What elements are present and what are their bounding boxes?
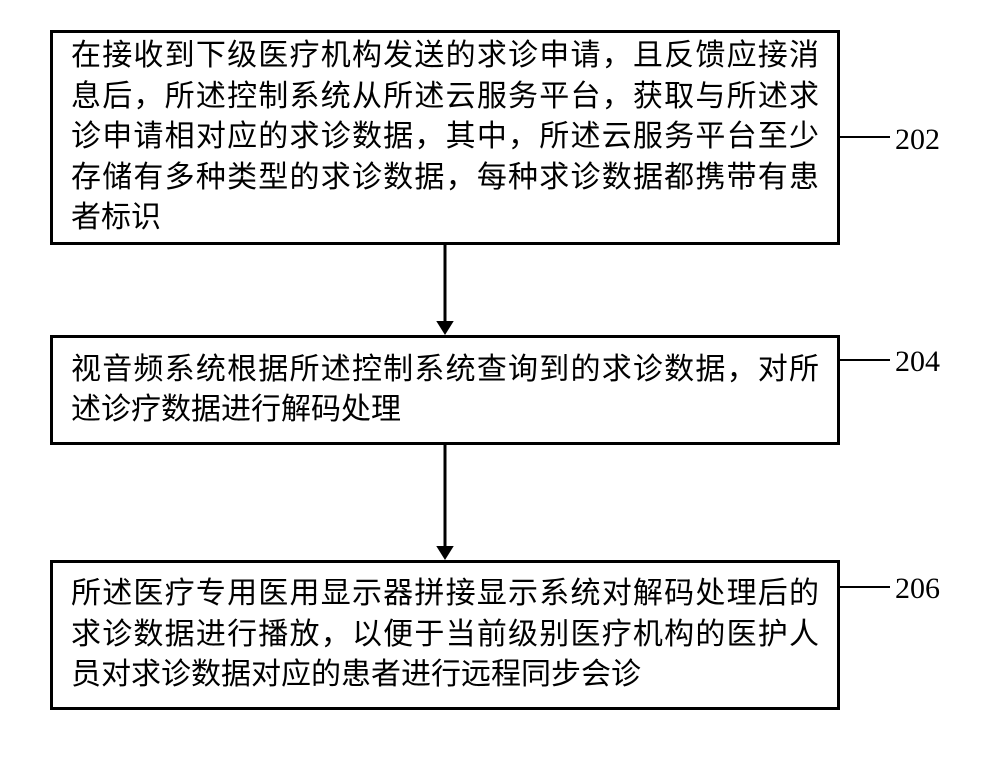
flow-arrow-n2-n3 <box>425 445 465 560</box>
flow-node-label-n3: 206 <box>895 572 940 606</box>
flow-node-label-n2: 204 <box>895 345 940 379</box>
flow-node-text: 所述医疗专用医用显示器拼接显示系统对解码处理后的求诊数据进行播放，以便于当前级别… <box>71 574 819 696</box>
flow-node-n1: 在接收到下级医疗机构发送的求诊申请，且反馈应接消息后，所述控制系统从所述云服务平… <box>50 30 840 245</box>
label-tick-2 <box>840 582 890 592</box>
flow-node-label-n1: 202 <box>895 123 940 157</box>
flow-node-text: 在接收到下级医疗机构发送的求诊申请，且反馈应接消息后，所述控制系统从所述云服务平… <box>71 36 819 239</box>
label-tick-0 <box>840 132 890 142</box>
flow-node-text: 视音频系统根据所述控制系统查询到的求诊数据，对所述诊疗数据进行解码处理 <box>71 350 819 431</box>
label-tick-1 <box>840 355 890 365</box>
flow-node-n3: 所述医疗专用医用显示器拼接显示系统对解码处理后的求诊数据进行播放，以便于当前级别… <box>50 560 840 710</box>
flowchart-canvas: 在接收到下级医疗机构发送的求诊申请，且反馈应接消息后，所述控制系统从所述云服务平… <box>0 0 1000 776</box>
flow-node-n2: 视音频系统根据所述控制系统查询到的求诊数据，对所述诊疗数据进行解码处理 <box>50 335 840 445</box>
flow-arrow-n1-n2 <box>425 245 465 335</box>
